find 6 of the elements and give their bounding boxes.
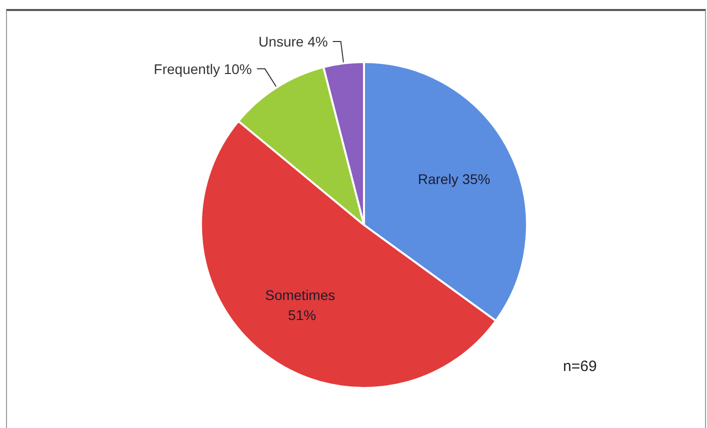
slice-label: Sometimes (265, 286, 340, 303)
data-label: 51% (288, 306, 316, 323)
text: n=69 (563, 358, 597, 375)
slice-label: Rarely 35% (418, 171, 490, 188)
slice-label: Frequently 10% (154, 60, 252, 77)
slice-label: Unsure 4% (258, 33, 328, 50)
